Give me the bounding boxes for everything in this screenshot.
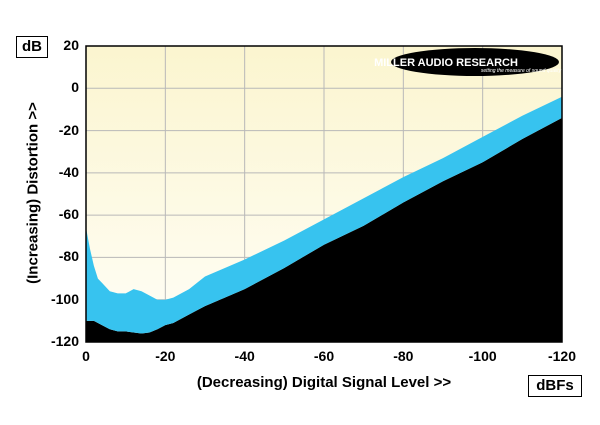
x-unit-label: dBFs <box>528 375 582 397</box>
y-tick-label: -80 <box>58 248 79 265</box>
x-tick-label: -100 <box>468 348 497 364</box>
x-tick-label: -20 <box>155 348 176 364</box>
x-axis-title: (Decreasing) Digital Signal Level >> <box>196 374 452 391</box>
y-tick-label: -120 <box>50 333 79 349</box>
x-tick-label: -120 <box>547 348 577 364</box>
distortion-band <box>86 96 562 334</box>
y-tick-label: 20 <box>63 37 79 53</box>
noise-floor-area <box>86 117 562 343</box>
x-tick-label: -40 <box>234 348 255 364</box>
y-tick-label: -60 <box>58 206 79 223</box>
logo-tagline: setting the measure of sound quality <box>481 68 562 74</box>
y-tick-label: -20 <box>58 121 79 138</box>
y-tick-label: -100 <box>50 290 79 307</box>
y-unit-label: dB <box>16 36 48 58</box>
plot-frame <box>85 45 563 343</box>
x-tick-label: -60 <box>313 348 335 364</box>
logo-brand: MILLER AUDIO RESEARCH <box>374 57 518 69</box>
y-tick-label: 0 <box>71 79 79 96</box>
miller-audio-research-logo: MILLER AUDIO RESEARCH setting the measur… <box>374 48 562 76</box>
x-tick-label: 0 <box>82 348 90 364</box>
x-tick-label: -80 <box>393 348 414 364</box>
y-tick-label: -40 <box>58 163 79 180</box>
